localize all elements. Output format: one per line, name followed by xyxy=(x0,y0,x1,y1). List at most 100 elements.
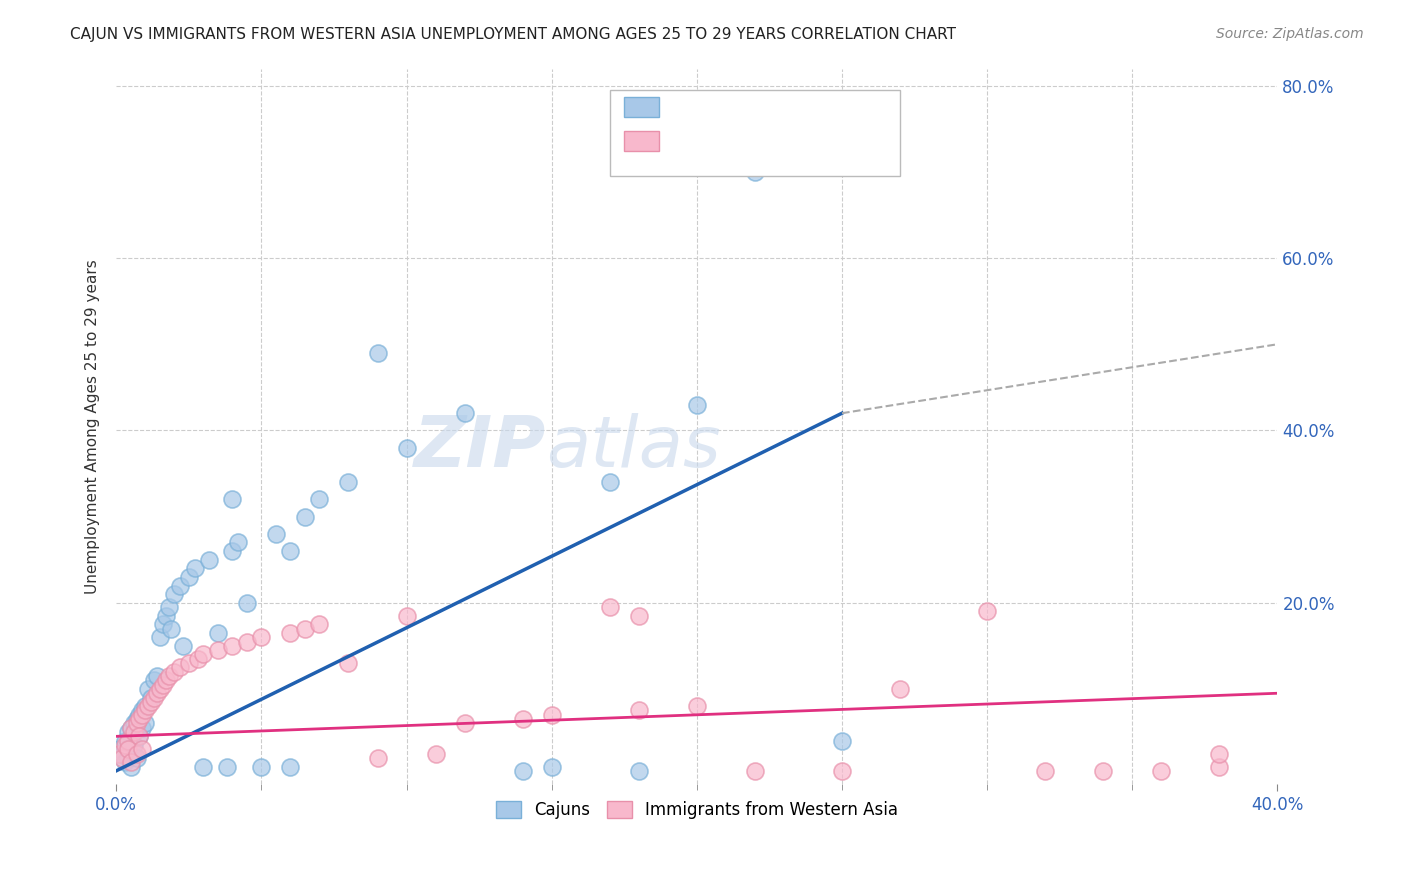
Point xyxy=(120,721,142,735)
Point xyxy=(163,665,186,679)
Point xyxy=(114,738,136,752)
Point xyxy=(337,656,360,670)
Point xyxy=(111,751,134,765)
Y-axis label: Unemployment Among Ages 25 to 29 years: Unemployment Among Ages 25 to 29 years xyxy=(86,259,100,593)
Point xyxy=(686,699,709,714)
Point xyxy=(512,712,534,726)
Point xyxy=(146,686,169,700)
Point xyxy=(134,699,156,714)
Point xyxy=(187,652,209,666)
Point xyxy=(599,600,621,615)
FancyBboxPatch shape xyxy=(624,97,658,117)
Point xyxy=(177,570,200,584)
Point xyxy=(294,509,316,524)
Point xyxy=(134,716,156,731)
Point xyxy=(236,596,259,610)
Point xyxy=(125,747,148,761)
Point xyxy=(136,681,159,696)
Point xyxy=(128,729,150,743)
Text: Source: ZipAtlas.com: Source: ZipAtlas.com xyxy=(1216,27,1364,41)
Point xyxy=(155,608,177,623)
Text: N = 57: N = 57 xyxy=(792,103,855,120)
Point xyxy=(143,690,166,705)
Point xyxy=(125,751,148,765)
Point xyxy=(128,712,150,726)
Point xyxy=(172,639,194,653)
Point xyxy=(367,346,389,360)
Point xyxy=(627,608,650,623)
Point xyxy=(134,704,156,718)
Point xyxy=(169,660,191,674)
Point xyxy=(111,747,134,761)
Point xyxy=(744,764,766,778)
Point xyxy=(221,544,243,558)
Point xyxy=(294,622,316,636)
Point xyxy=(139,690,162,705)
Point xyxy=(152,678,174,692)
Point xyxy=(280,759,302,773)
Point xyxy=(163,587,186,601)
Point xyxy=(117,751,139,765)
Point xyxy=(128,707,150,722)
Point xyxy=(152,617,174,632)
Point xyxy=(236,634,259,648)
Point xyxy=(425,747,447,761)
Point xyxy=(114,733,136,747)
Point xyxy=(215,759,238,773)
Point xyxy=(131,742,153,756)
Point xyxy=(131,704,153,718)
Point xyxy=(198,552,221,566)
Point xyxy=(280,544,302,558)
Point xyxy=(131,721,153,735)
Point xyxy=(686,398,709,412)
Point xyxy=(122,725,145,739)
Point xyxy=(395,608,418,623)
Point xyxy=(744,165,766,179)
Point xyxy=(264,526,287,541)
Text: N = 55: N = 55 xyxy=(792,136,855,154)
Text: atlas: atlas xyxy=(546,413,720,482)
Point xyxy=(169,578,191,592)
Point xyxy=(155,673,177,688)
Point xyxy=(193,759,215,773)
Point xyxy=(125,716,148,731)
Point xyxy=(143,673,166,688)
Point xyxy=(627,704,650,718)
Point xyxy=(131,707,153,722)
Point xyxy=(540,707,562,722)
Point xyxy=(250,759,273,773)
FancyBboxPatch shape xyxy=(610,90,900,176)
Point xyxy=(120,755,142,769)
Text: R =  0.120: R = 0.120 xyxy=(671,136,759,154)
Point xyxy=(395,441,418,455)
Point xyxy=(149,681,172,696)
Point xyxy=(1208,747,1230,761)
Point xyxy=(1092,764,1115,778)
Point xyxy=(193,648,215,662)
Point xyxy=(627,764,650,778)
Point xyxy=(889,681,911,696)
Point xyxy=(128,729,150,743)
Point xyxy=(146,669,169,683)
Point xyxy=(157,600,180,615)
Point xyxy=(122,738,145,752)
Point xyxy=(1033,764,1056,778)
Point xyxy=(177,656,200,670)
Point xyxy=(120,721,142,735)
Point xyxy=(108,742,131,756)
Point xyxy=(221,639,243,653)
Point xyxy=(157,669,180,683)
Point xyxy=(337,475,360,490)
Point xyxy=(117,725,139,739)
Point xyxy=(139,695,162,709)
Point xyxy=(117,733,139,747)
Point xyxy=(226,535,249,549)
Point xyxy=(831,733,853,747)
Point xyxy=(453,716,475,731)
Point xyxy=(540,759,562,773)
Point xyxy=(122,716,145,731)
FancyBboxPatch shape xyxy=(624,131,658,151)
Point xyxy=(280,626,302,640)
Point xyxy=(114,755,136,769)
Text: CAJUN VS IMMIGRANTS FROM WESTERN ASIA UNEMPLOYMENT AMONG AGES 25 TO 29 YEARS COR: CAJUN VS IMMIGRANTS FROM WESTERN ASIA UN… xyxy=(70,27,956,42)
